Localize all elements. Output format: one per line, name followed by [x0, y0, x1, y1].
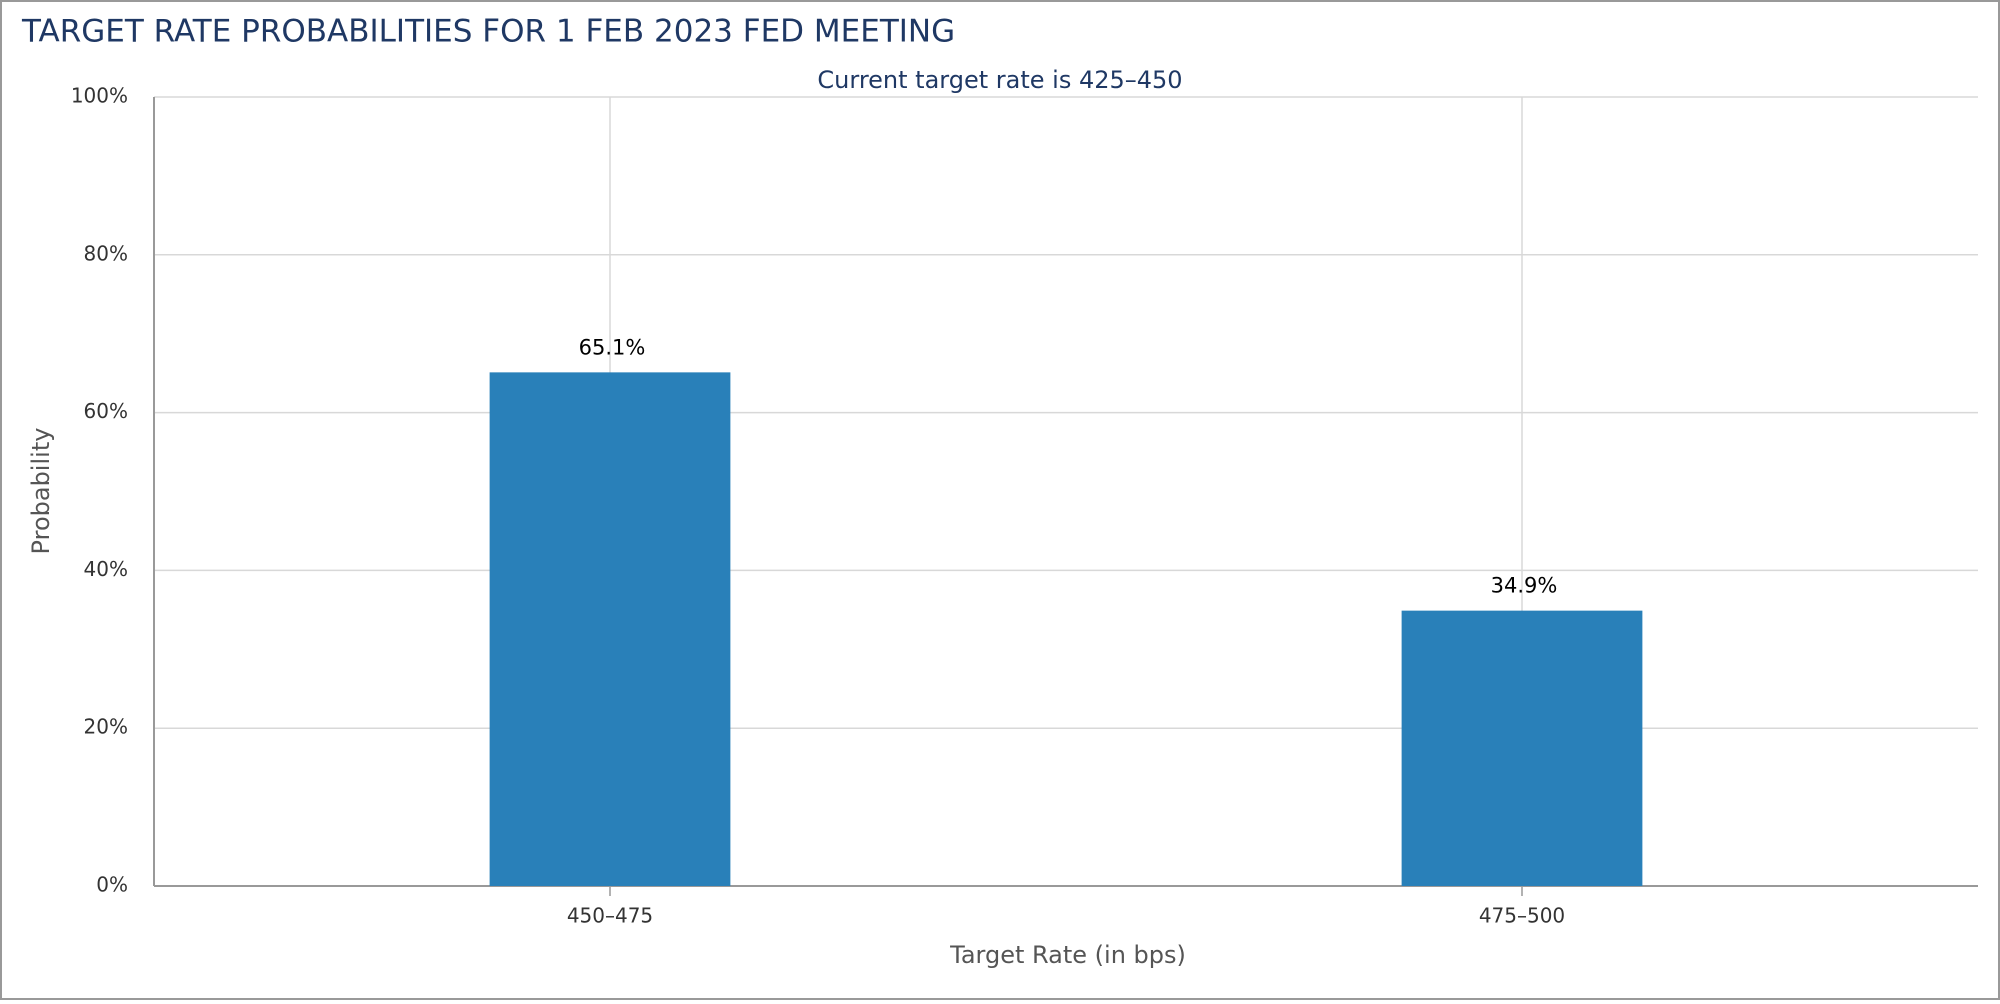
y-tick-label: 80% — [84, 241, 128, 265]
y-tick-label: 40% — [84, 557, 128, 581]
chart-subtitle: Current target rate is 425–450 — [817, 66, 1182, 94]
bar — [1401, 610, 1643, 886]
bar — [489, 372, 731, 887]
chart-title: TARGET RATE PROBABILITIES FOR 1 FEB 2023… — [21, 14, 955, 50]
y-axis-title: Probability — [27, 428, 55, 555]
y-tick-label: 60% — [84, 399, 128, 423]
data-label: 65.1% — [579, 335, 646, 359]
y-tick-label: 20% — [84, 715, 128, 739]
x-tick-label: 450–475 — [567, 904, 653, 928]
x-axis-title: Target Rate (in bps) — [949, 941, 1186, 969]
y-tick-label: 0% — [96, 873, 128, 897]
y-tick-label: 100% — [71, 84, 128, 108]
data-label: 34.9% — [1491, 574, 1558, 598]
x-tick-label: 475–500 — [1479, 904, 1565, 928]
